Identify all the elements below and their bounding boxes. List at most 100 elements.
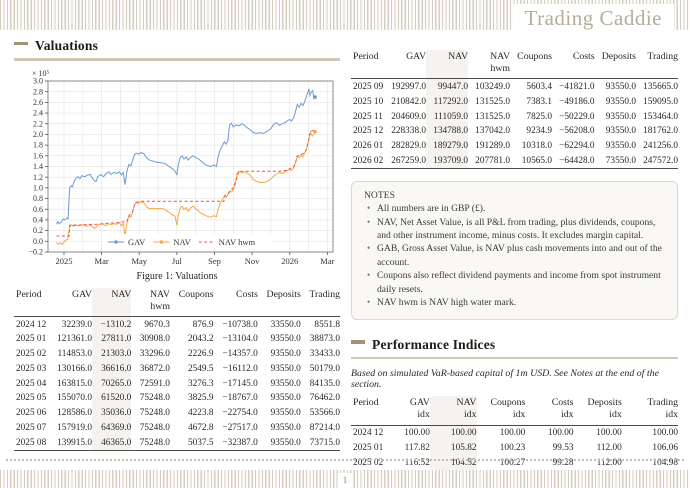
table-cell: −41821.0 <box>559 82 595 93</box>
table-cell: 21303.0 <box>92 346 132 362</box>
table-cell: 2025 08 <box>16 437 47 448</box>
table-cell: 4223.8 <box>187 408 214 419</box>
column-header: Period <box>351 396 384 426</box>
section-rule <box>14 58 340 61</box>
table-cell: 9234.9 <box>526 126 552 137</box>
note-item: NAV, Net Asset Value, is all P&L from tr… <box>367 216 665 243</box>
column-header: GAV idx <box>383 396 430 426</box>
table-row: 2025 10 210842.0 117292.0 131525.0 7383.1 −49… <box>351 94 678 110</box>
svg-text:0.0: 0.0 <box>33 236 43 245</box>
column-header: NAV hwm <box>131 287 170 317</box>
table-row: 2026 02 267259.0 193709.0 207781.0 10565.0 −6… <box>351 153 678 169</box>
valuations-continuation-table: Period GAV NAV NAV hwm Coupons Costs Deposits T… <box>351 50 678 170</box>
table-cell: 100.27 <box>499 457 526 468</box>
table-cell: 50179.0 <box>309 363 340 374</box>
note-item: Coupons also reflect dividend payments a… <box>367 269 665 296</box>
svg-text:3.0: 3.0 <box>33 76 43 85</box>
performance-subtitle: Based on simulated VaR-based capital of … <box>351 368 659 391</box>
table-cell: 87214.0 <box>309 423 340 434</box>
table-cell: 2025 06 <box>16 408 47 419</box>
table-cell: 53566.0 <box>309 408 340 419</box>
column-header: Costs <box>552 50 595 80</box>
table-cell: 75248.0 <box>139 423 170 434</box>
column-header: Period <box>351 50 385 80</box>
table-cell: 2026 01 <box>353 141 384 152</box>
table-row: 2025 08 139915.0 46365.0 75248.0 5037.5 −3238… <box>14 435 340 451</box>
table-cell: −50229.0 <box>559 111 595 122</box>
table-cell: 210842.0 <box>391 96 427 107</box>
table-cell: 116.52 <box>404 457 430 468</box>
svg-text:1.4: 1.4 <box>33 162 43 171</box>
table-cell: 75248.0 <box>139 393 170 404</box>
table-cell: 104.98 <box>652 457 678 468</box>
section-dash-icon <box>351 340 365 344</box>
table-row: 2024 12 100.00 100.00 100.00 100.00 100.00 100… <box>351 425 678 441</box>
table-cell: −62294.0 <box>559 141 595 152</box>
performance-section-header: Performance Indices <box>351 337 678 353</box>
table-cell: 99.53 <box>552 442 574 453</box>
valuations-chart: −0.2 0.00.2 0.4 0.60.8 1.0 1.21.4 1.6 1.82.0 2.2… <box>28 69 334 266</box>
column-header: Deposits <box>594 50 636 80</box>
table-cell: 93550.0 <box>270 378 301 389</box>
column-header: Deposits idx <box>573 396 622 426</box>
note-item: NAV hwm is NAV high water mark. <box>367 296 665 309</box>
table-cell: 93550.0 <box>270 334 301 345</box>
column-header: Coupons idx <box>476 396 526 426</box>
page-divider <box>6 459 684 461</box>
table-cell: 2025 11 <box>353 111 383 122</box>
footer-stripe-band: 1 <box>0 470 690 488</box>
table-cell: 135665.0 <box>643 82 678 93</box>
svg-text:0.2: 0.2 <box>33 226 43 235</box>
table-cell: −1310.2 <box>92 316 132 332</box>
table-cell: 99.28 <box>552 457 574 468</box>
table-cell: 2025 03 <box>16 363 47 374</box>
table-cell: 191289.0 <box>475 141 511 152</box>
table-cell: 139915.0 <box>57 437 93 448</box>
table-cell: 64369.0 <box>92 420 132 436</box>
svg-text:−0.2: −0.2 <box>28 247 43 256</box>
svg-text:1.6: 1.6 <box>33 151 43 160</box>
column-header: Trading <box>635 50 678 80</box>
table-cell: 61520.0 <box>92 390 132 406</box>
table-cell: 105.82 <box>429 440 477 456</box>
figure-caption: Figure 1: Valuations <box>136 270 218 282</box>
table-cell: 282829.0 <box>391 141 427 152</box>
table-cell: 159095.0 <box>643 96 678 107</box>
table-cell: 36616.0 <box>92 361 132 377</box>
table-cell: 2025 02 <box>16 349 47 360</box>
table-cell: 76462.0 <box>309 393 340 404</box>
table-cell: 2025 02 <box>353 457 384 468</box>
table-cell: −64428.0 <box>559 155 595 166</box>
table-cell: 93550.0 <box>270 408 301 419</box>
table-cell: 189279.0 <box>426 138 469 154</box>
table-cell: 131525.0 <box>475 111 511 122</box>
table-row: 2026 01 282829.0 189279.0 191289.0 10318.0 −6… <box>351 138 678 154</box>
column-header: NAV hwm <box>468 50 511 80</box>
column-header: Trading <box>300 287 340 317</box>
table-cell: 2025 12 <box>353 126 384 137</box>
table-cell: 106.06 <box>652 442 678 453</box>
table-row: 2025 07 157919.0 64369.0 75248.0 4672.8 −2751… <box>14 420 340 436</box>
svg-text:Jul: Jul <box>172 256 183 266</box>
notes-title: NOTES <box>364 190 395 202</box>
table-cell: 36872.0 <box>139 363 170 374</box>
table-cell: −22754.0 <box>222 408 258 419</box>
svg-text:2.0: 2.0 <box>33 130 43 139</box>
table-cell: 30908.0 <box>139 334 170 345</box>
table-cell: 2025 09 <box>353 82 384 93</box>
table-cell: 2024 12 <box>16 319 47 330</box>
svg-text:May: May <box>131 256 147 266</box>
table-cell: 33433.0 <box>309 349 340 360</box>
svg-text:2.2: 2.2 <box>33 119 43 128</box>
table-cell: 2549.5 <box>187 363 214 374</box>
svg-text:NAV: NAV <box>173 237 191 247</box>
notes-box: NOTES All numbers are in GBP (£).NAV, Ne… <box>351 181 678 320</box>
table-cell: 93550.0 <box>605 96 636 107</box>
svg-text:GAV: GAV <box>128 237 146 247</box>
column-header: NAV <box>92 287 132 317</box>
table-cell: 7383.1 <box>526 96 552 107</box>
table-cell: 5603.4 <box>526 82 552 93</box>
table-cell: 103249.0 <box>475 82 511 93</box>
table-cell: 2025 07 <box>16 423 47 434</box>
